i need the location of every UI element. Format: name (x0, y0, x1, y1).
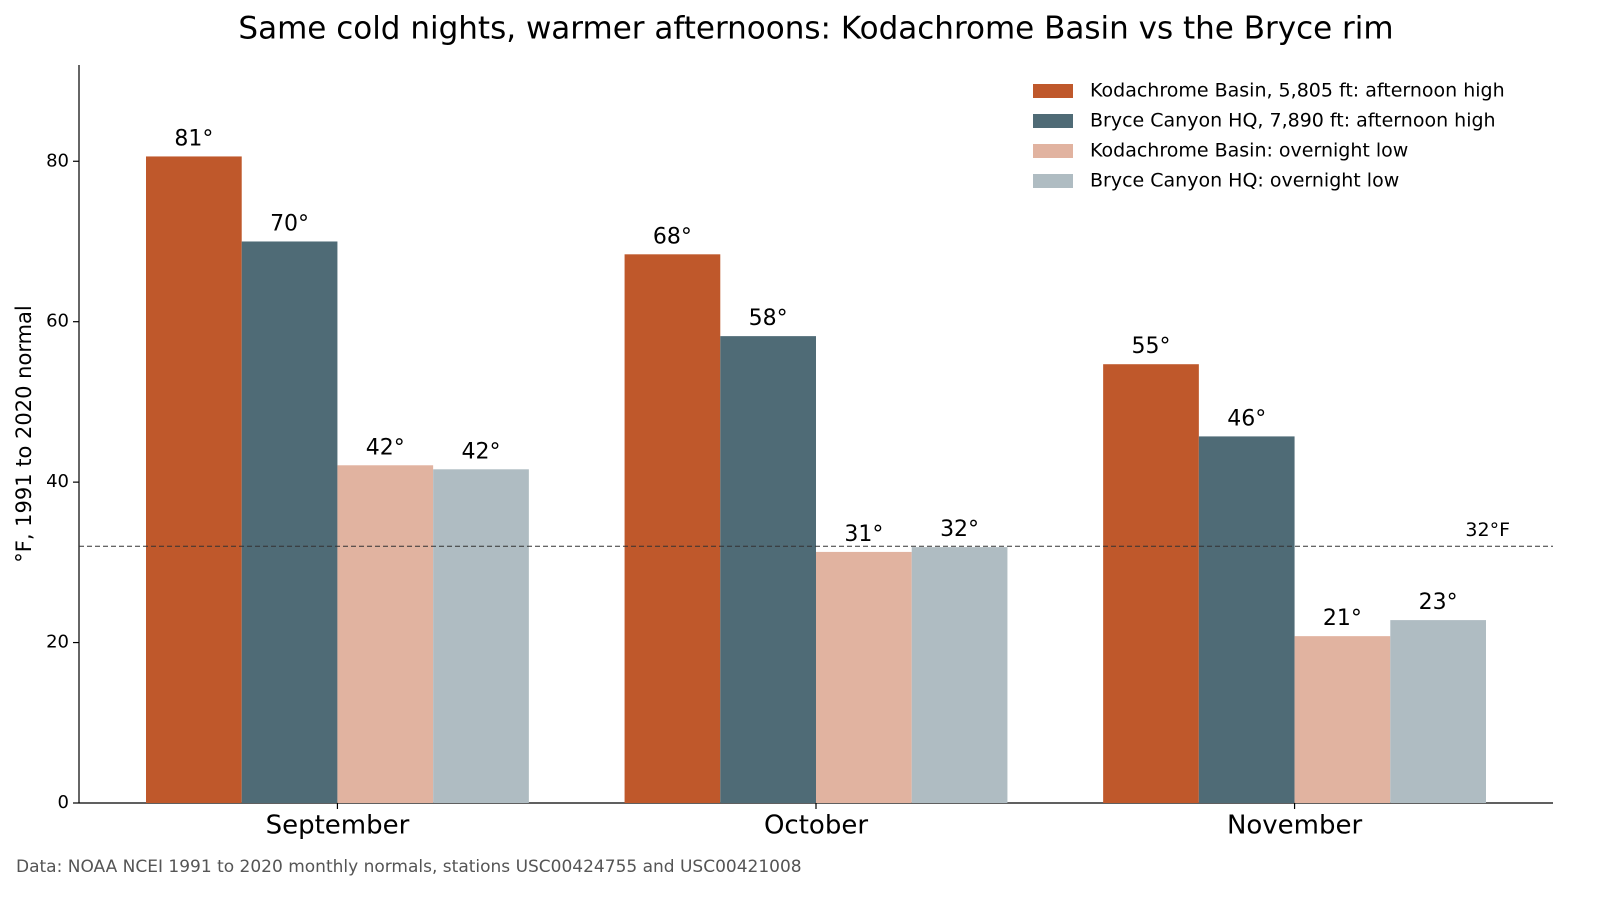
value-label: 81° (174, 126, 213, 151)
value-label: 21° (1323, 606, 1362, 631)
bar (146, 156, 242, 804)
bar (1294, 636, 1391, 803)
y-tick-label: 20 (46, 632, 69, 653)
value-label: 55° (1132, 334, 1171, 359)
reference-label: 32°F (1465, 519, 1510, 541)
legend-swatch (1033, 144, 1073, 158)
value-label: 31° (844, 522, 883, 547)
y-tick-label: 40 (46, 471, 69, 492)
value-label: 23° (1419, 590, 1458, 615)
chart-title: Same cold nights, warmer afternoons: Kod… (238, 11, 1393, 47)
value-label: 32° (940, 517, 979, 542)
value-label: 46° (1227, 406, 1266, 431)
bar (433, 469, 529, 803)
y-tick-label: 0 (58, 792, 69, 813)
value-label: 68° (653, 224, 692, 249)
y-tick-label: 60 (46, 311, 69, 332)
bar (241, 241, 338, 803)
value-label: 42° (366, 435, 405, 460)
x-tick-label: September (266, 811, 410, 841)
bar (624, 254, 721, 803)
bar (1390, 620, 1486, 803)
legend-label: Bryce Canyon HQ, 7,890 ft: afternoon hig… (1090, 110, 1496, 132)
legend-swatch (1033, 84, 1073, 98)
legend-swatch (1033, 114, 1073, 128)
legend-label: Bryce Canyon HQ: overnight low (1090, 170, 1399, 192)
value-label: 58° (749, 306, 788, 331)
bar (1103, 364, 1199, 803)
value-label: 70° (270, 211, 309, 236)
source-note: Data: NOAA NCEI 1991 to 2020 monthly nor… (16, 857, 802, 877)
bar (816, 551, 912, 803)
bar (720, 336, 816, 803)
legend-label: Kodachrome Basin, 5,805 ft: afternoon hi… (1090, 80, 1505, 102)
y-axis-label: °F, 1991 to 2020 normal (12, 305, 36, 563)
x-tick-label: November (1227, 811, 1363, 841)
bar (911, 547, 1008, 803)
legend-swatch (1033, 174, 1073, 188)
x-tick-label: October (764, 811, 868, 841)
legend-label: Kodachrome Basin: overnight low (1090, 140, 1408, 162)
bar (1198, 436, 1295, 803)
bar (337, 465, 434, 803)
value-label: 42° (462, 439, 501, 464)
y-tick-label: 80 (46, 150, 69, 171)
